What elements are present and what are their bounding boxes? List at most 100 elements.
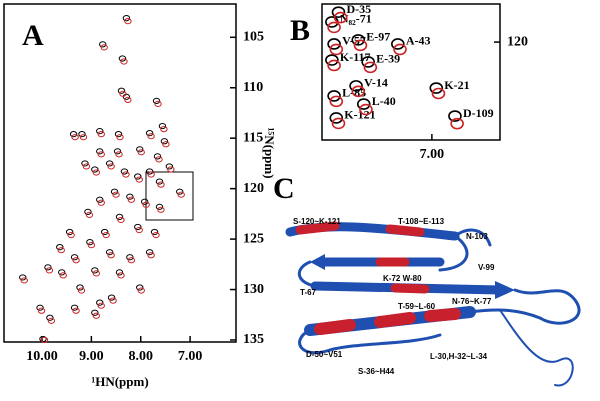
peak [76, 284, 84, 291]
peak [127, 257, 136, 264]
peak [37, 307, 46, 314]
peak [92, 312, 101, 319]
y-tick-label: 110 [243, 80, 263, 95]
peak [72, 307, 80, 314]
peak [359, 103, 373, 116]
structure-label: N-76~K-77 [452, 297, 492, 306]
peak [87, 242, 96, 249]
peak [165, 163, 174, 170]
y-tick-label: 120 [507, 34, 528, 49]
peak [91, 166, 99, 173]
peak [97, 131, 105, 138]
peak [67, 231, 75, 239]
peak [448, 110, 462, 122]
peak-label: N₈₂-71 [340, 12, 372, 26]
peak [329, 112, 344, 124]
peak [70, 254, 79, 261]
peak [158, 122, 167, 130]
peak [96, 196, 104, 203]
structure-label: N-103 [466, 232, 488, 241]
peak [177, 191, 185, 198]
peak-label: D-109 [463, 106, 494, 120]
structure-label: S-120~K-121 [293, 217, 341, 226]
peak [59, 272, 67, 279]
peak [353, 39, 368, 52]
x-axis-label: ¹HN(ppm) [91, 374, 148, 389]
peak [91, 267, 99, 274]
peak [124, 96, 132, 103]
peak [112, 191, 120, 198]
peak [134, 223, 142, 231]
peak [46, 314, 54, 321]
peak [70, 304, 79, 311]
peak [147, 133, 155, 140]
peak [331, 117, 346, 130]
peak [97, 199, 105, 206]
peak [142, 201, 150, 208]
peak [351, 85, 366, 98]
peak-label: A-43 [406, 34, 431, 48]
peak [327, 38, 341, 50]
peak [36, 304, 44, 311]
peak [152, 231, 160, 239]
peak [96, 128, 104, 135]
panel-label: A [22, 19, 44, 52]
y-tick-label: 105 [243, 30, 264, 45]
peak [92, 169, 101, 176]
peak [122, 171, 130, 178]
peak [57, 247, 65, 254]
peak [99, 41, 107, 48]
peak [157, 206, 165, 213]
peak [150, 228, 159, 236]
peak [391, 38, 405, 50]
peak [56, 244, 64, 251]
panel-c-labels: S-120~K-121 T-108~E-113 N-103 V-99 K-72 … [293, 217, 495, 376]
peak-label: L-40 [372, 94, 396, 108]
peak [134, 173, 142, 180]
peak [97, 302, 105, 309]
peak [110, 188, 119, 195]
y-tick-label: 130 [243, 282, 264, 297]
peak-label: E-97 [366, 30, 390, 44]
peak [20, 277, 28, 284]
peak [147, 252, 155, 259]
structure-label: D-50~V51 [306, 350, 343, 359]
peak [361, 56, 375, 68]
zoom-box [145, 171, 194, 221]
peak [155, 203, 164, 210]
peak [117, 87, 126, 94]
peak [91, 309, 99, 316]
peak [97, 151, 105, 158]
protein-ribbon [285, 221, 581, 387]
peak [77, 287, 86, 294]
peak [176, 188, 184, 195]
peak [119, 90, 127, 97]
x-tick-label: 7.00 [420, 147, 445, 162]
x-tick-label: 10.00 [26, 349, 58, 364]
peak [79, 134, 88, 141]
peak [120, 168, 129, 175]
peak-label: E-39 [376, 52, 400, 66]
peak [105, 160, 114, 167]
peak [356, 98, 371, 110]
x-tick-label: 7.00 [178, 349, 203, 364]
peak [109, 297, 117, 304]
peak [65, 228, 74, 236]
peak [100, 228, 109, 236]
peak [145, 168, 154, 175]
plot-frame [321, 3, 501, 141]
peak [153, 153, 162, 160]
peak [349, 80, 363, 92]
peak [152, 97, 161, 104]
peak-label: K-121 [344, 108, 375, 122]
peak [157, 181, 165, 188]
peak [127, 196, 136, 203]
peak [124, 18, 132, 25]
peak [351, 34, 366, 46]
panel-label: C [273, 172, 295, 205]
peak [47, 317, 56, 324]
y-axis-label: ¹⁵N(ppm) [262, 127, 277, 178]
x-tick-label: 9.00 [79, 349, 104, 364]
peak [136, 284, 144, 291]
